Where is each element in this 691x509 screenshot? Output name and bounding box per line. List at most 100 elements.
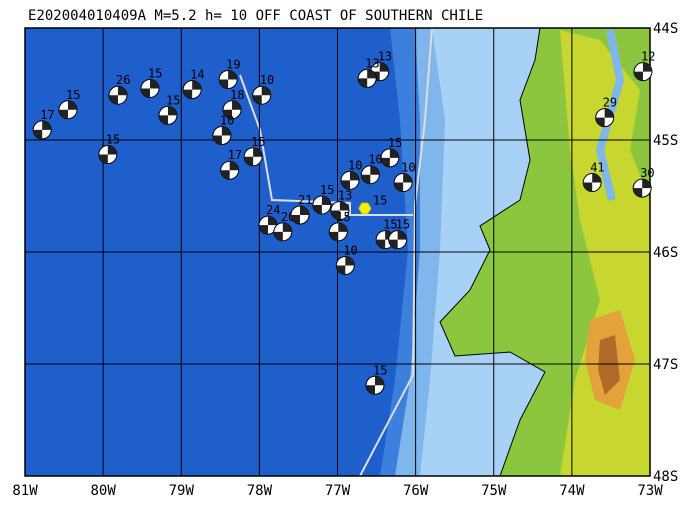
ball-quadrant <box>361 174 371 184</box>
depth-label: 15 <box>66 88 80 102</box>
depth-label: 15 <box>373 363 387 377</box>
beach-ball <box>58 100 78 120</box>
depth-label: 15 <box>336 210 350 224</box>
ball-quadrant <box>141 88 150 98</box>
ball-quadrant <box>350 171 359 181</box>
ball-quadrant <box>291 215 300 225</box>
lon-tick-label: 76W <box>403 483 429 499</box>
beach-ball <box>158 105 178 125</box>
beach-ball <box>330 201 350 221</box>
depth-label: 15 <box>373 193 387 207</box>
beach-ball <box>252 85 272 105</box>
ball-quadrant <box>312 204 322 214</box>
depth-label: 24 <box>266 203 280 217</box>
depth-label: 15 <box>251 135 265 149</box>
lon-tick-label: 75W <box>481 483 507 499</box>
ball-quadrant <box>633 71 643 81</box>
depth-label: 19 <box>226 58 240 72</box>
depth-label: 15 <box>388 136 402 150</box>
depth-label: 10 <box>220 114 234 128</box>
lon-tick-label: 74W <box>559 483 585 499</box>
depth-label: 15 <box>396 218 410 232</box>
lon-tick-label: 78W <box>247 483 273 499</box>
lat-tick-label: 44S <box>653 21 678 37</box>
ball-quadrant <box>330 210 340 220</box>
depth-label: 10 <box>348 158 362 172</box>
beach-ball <box>222 100 242 120</box>
ball-quadrant <box>367 69 377 79</box>
depth-label: 26 <box>116 73 130 87</box>
ball-quadrant <box>107 145 117 155</box>
depth-label: 13 <box>378 50 392 64</box>
ball-quadrant <box>329 231 339 241</box>
ball-quadrant <box>67 100 77 110</box>
beach-ball <box>108 85 128 105</box>
ball-quadrant <box>158 115 168 125</box>
ball-quadrant <box>117 86 127 96</box>
lon-tick-label: 79W <box>169 483 195 499</box>
beach-ball <box>182 80 202 100</box>
ball-quadrant <box>33 129 43 139</box>
beach-ball <box>140 78 160 98</box>
lon-tick-label: 81W <box>12 483 38 499</box>
lat-tick-label: 47S <box>653 357 678 373</box>
ball-quadrant <box>108 95 118 105</box>
beach-ball <box>335 255 355 275</box>
ball-quadrant <box>583 182 593 192</box>
ball-quadrant <box>221 126 231 136</box>
ball-quadrant <box>633 188 643 198</box>
beach-ball <box>360 165 380 185</box>
beach-ball <box>357 68 377 88</box>
beach-ball <box>258 215 278 235</box>
depth-label: 12 <box>641 50 655 64</box>
ball-quadrant <box>388 239 398 249</box>
ball-quadrant <box>258 225 268 235</box>
ball-quadrant <box>220 170 230 180</box>
beach-ball <box>595 108 615 128</box>
ball-quadrant <box>321 195 331 205</box>
ball-quadrant <box>366 385 375 395</box>
depth-label: 13 <box>338 189 352 203</box>
ball-quadrant <box>642 179 652 189</box>
lat-tick-label: 48S <box>653 469 678 485</box>
depth-label: 18 <box>230 88 244 102</box>
depth-label: 41 <box>590 161 604 175</box>
beach-ball <box>312 195 332 215</box>
depth-label: 15 <box>106 133 120 147</box>
ball-quadrant <box>42 120 52 130</box>
lat-tick-label: 45S <box>653 133 678 149</box>
depth-label: 17 <box>228 148 242 162</box>
lon-tick-label: 77W <box>325 483 351 499</box>
ball-quadrant <box>300 206 309 216</box>
depth-label: 30 <box>640 166 654 180</box>
ball-quadrant <box>380 157 390 167</box>
beach-ball <box>365 375 385 395</box>
beach-ball <box>340 170 360 190</box>
beach-ball <box>393 173 413 193</box>
depth-label: 10 <box>260 73 274 87</box>
main-event <box>358 202 372 215</box>
lat-tick-label: 46S <box>653 245 678 261</box>
depth-label: 21 <box>298 193 312 207</box>
ball-quadrant <box>267 216 277 226</box>
beach-ball <box>380 148 400 168</box>
ball-quadrant <box>252 95 262 105</box>
beach-ball <box>633 62 653 82</box>
depth-label: 29 <box>603 96 617 110</box>
ball-quadrant <box>370 165 380 175</box>
ball-quadrant <box>98 154 108 164</box>
depth-label: 14 <box>190 68 204 82</box>
ball-quadrant <box>261 86 271 96</box>
ball-quadrant <box>376 239 386 249</box>
ball-quadrant <box>397 230 407 240</box>
depth-label: 15 <box>320 183 334 197</box>
ball-quadrant <box>253 147 263 157</box>
ball-quadrant <box>183 89 193 99</box>
ball-quadrant <box>58 109 68 119</box>
beach-ball <box>582 173 602 193</box>
beach-ball <box>218 70 238 90</box>
ball-quadrant <box>232 100 242 110</box>
ball-quadrant <box>282 222 292 232</box>
